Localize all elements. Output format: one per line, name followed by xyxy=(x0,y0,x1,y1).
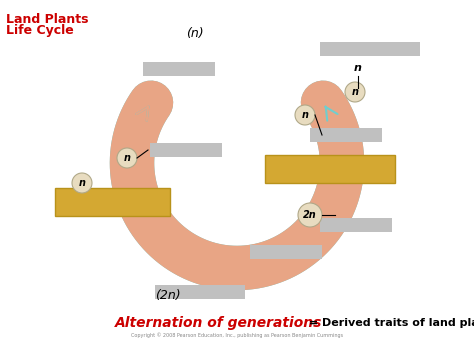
Text: n: n xyxy=(352,87,358,97)
FancyBboxPatch shape xyxy=(55,188,170,216)
Circle shape xyxy=(298,203,322,227)
Circle shape xyxy=(295,105,315,125)
FancyBboxPatch shape xyxy=(310,128,382,142)
Text: n: n xyxy=(301,110,309,120)
Circle shape xyxy=(345,82,365,102)
FancyBboxPatch shape xyxy=(250,245,322,259)
FancyBboxPatch shape xyxy=(265,155,395,183)
Text: Land Plants: Land Plants xyxy=(6,13,89,26)
Text: Copyright © 2008 Pearson Education, Inc., publishing as Pearson Benjamin Cumming: Copyright © 2008 Pearson Education, Inc.… xyxy=(131,332,343,338)
Circle shape xyxy=(72,173,92,193)
FancyBboxPatch shape xyxy=(320,42,420,56)
Circle shape xyxy=(117,148,137,168)
Text: Life Cycle: Life Cycle xyxy=(6,24,74,37)
FancyBboxPatch shape xyxy=(155,285,245,299)
Text: (n): (n) xyxy=(186,27,204,39)
FancyBboxPatch shape xyxy=(143,62,215,76)
Text: n: n xyxy=(354,63,362,73)
Text: n: n xyxy=(79,178,85,188)
FancyBboxPatch shape xyxy=(150,143,222,157)
Text: 2n: 2n xyxy=(303,210,317,220)
Text: n: n xyxy=(124,153,130,163)
FancyBboxPatch shape xyxy=(320,218,392,232)
Text: (2n): (2n) xyxy=(155,289,181,302)
Text: = Derived traits of land plants: = Derived traits of land plants xyxy=(305,318,474,328)
Text: Alternation of generations: Alternation of generations xyxy=(115,316,322,330)
